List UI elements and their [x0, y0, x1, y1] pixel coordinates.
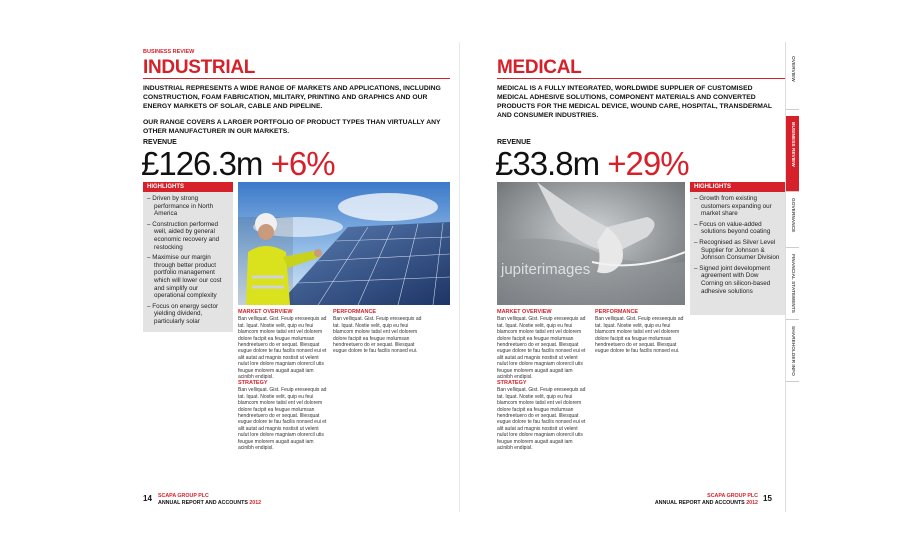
column: STRATEGY Ban velliquat. Gist. Feuip erese… [238, 380, 328, 451]
footer-year: 2012 [249, 499, 262, 506]
tab-edge [785, 42, 786, 512]
page-number: 15 [763, 494, 772, 503]
intro-paragraph: OUR RANGE COVERS A LARGER PORTFOLIO OF P… [143, 119, 441, 135]
column-text: Ban velliquat. Gist. Feuip ereseequis ad… [333, 316, 422, 355]
revenue-label: REVENUE [497, 139, 531, 146]
footer-report-line: ANNUAL REPORT AND ACCOUNTS 2012 [655, 500, 758, 507]
column-heading: PERFORMANCE [333, 309, 377, 315]
column-heading: MARKET OVERVIEW [497, 309, 552, 315]
highlights: HIGHLIGHTS Driven by strong performance … [143, 182, 233, 332]
highlight: Focus on value-added solutions beyond co… [694, 221, 782, 236]
highlight: Focus on energy sector yielding dividend… [147, 303, 230, 326]
growth: +6% [270, 145, 336, 182]
footer-year: 2012 [746, 499, 758, 506]
revenue: £33.8m +29% [495, 145, 690, 182]
page-number: 14 [143, 494, 152, 503]
section-label: BUSINESS REVIEW [143, 49, 195, 55]
column-text: Ban velliquat. Gist. Feuip ereseequis ad… [238, 387, 327, 452]
spine [459, 42, 460, 512]
title: MEDICAL [497, 57, 582, 78]
highlight: Recognised as Silver Level Supplier for … [694, 239, 782, 262]
growth: +29% [607, 145, 689, 182]
highlight: Maximise our margin through better produ… [147, 254, 230, 300]
intro-paragraph: MEDICAL IS A FULLY INTEGRATED, WORLDWIDE… [497, 85, 772, 119]
photo-watermark: jupiterimages [500, 261, 590, 278]
footer-report: ANNUAL REPORT AND ACCOUNTS [158, 499, 248, 506]
intro: MEDICAL IS A FULLY INTEGRATED, WORLDWIDE… [497, 84, 782, 127]
column: PERFORMANCE Ban velliquat. Gist. Feuip er… [333, 309, 423, 355]
rule [143, 78, 450, 80]
revenue-label: REVENUE [143, 139, 177, 146]
medical-photo: jupiterimages [497, 182, 685, 305]
footer-company: SCAPA GROUP PLC [158, 493, 209, 499]
highlight: Driven by strong performance in North Am… [147, 195, 230, 218]
column-text: Ban velliquat. Gist. Feuip ereseequis ad… [497, 387, 586, 452]
side-tab[interactable]: FINANCIAL STATEMENTS [786, 248, 799, 320]
intro: INDUSTRIAL REPRESENTS A WIDE RANGE OF MA… [143, 84, 453, 143]
highlight: Construction performed well, aided by ge… [147, 221, 230, 251]
column-heading: MARKET OVERVIEW [238, 309, 293, 315]
highlights-title: HIGHLIGHTS [690, 182, 785, 192]
column-text: Ban velliquat. Gist. Feuip ereseequis ad… [497, 316, 586, 381]
footer: SCAPA GROUP PLC ANNUAL REPORT AND ACCOUN… [158, 493, 261, 506]
column: MARKET OVERVIEW Ban velliquat. Gist. Feui… [497, 309, 589, 380]
footer-company: SCAPA GROUP PLC [707, 493, 758, 499]
side-tab[interactable]: SHAREHOLDER INFO [786, 320, 799, 382]
title: INDUSTRIAL [143, 57, 256, 78]
footer-report-line: ANNUAL REPORT AND ACCOUNTS 2012 [158, 500, 261, 507]
highlight: Growth from existing customers expanding… [694, 195, 782, 218]
column: STRATEGY Ban velliquat. Gist. Feuip erese… [497, 380, 589, 451]
column-heading: STRATEGY [497, 380, 527, 386]
rule [497, 78, 785, 80]
highlights: HIGHLIGHTS Growth from existing customer… [690, 182, 785, 315]
column-text: Ban velliquat. Gist. Feuip ereseequis ad… [238, 316, 327, 381]
side-tab[interactable]: OVERVIEW [786, 50, 799, 110]
column: MARKET OVERVIEW Ban velliquat. Gist. Feui… [238, 309, 328, 380]
footer-report: ANNUAL REPORT AND ACCOUNTS [654, 499, 745, 506]
side-tab[interactable]: BUSINESS REVIEW [786, 116, 799, 192]
column-text: Ban velliquat. Gist. Feuip ereseequis ad… [595, 316, 684, 355]
highlights-title: HIGHLIGHTS [143, 182, 233, 192]
column-heading: STRATEGY [238, 380, 268, 386]
highlights-list: Driven by strong performance in North Am… [143, 195, 233, 333]
footer: SCAPA GROUP PLC ANNUAL REPORT AND ACCOUN… [655, 493, 758, 506]
solar-photo [238, 182, 450, 305]
highlights-list: Growth from existing customers expanding… [690, 195, 785, 302]
column: PERFORMANCE Ban velliquat. Gist. Feuip er… [595, 309, 685, 355]
revenue-value: £33.8m [495, 145, 600, 182]
highlight: Signed joint development agreement with … [694, 265, 782, 295]
intro-paragraph: INDUSTRIAL REPRESENTS A WIDE RANGE OF MA… [143, 85, 441, 110]
revenue-value: £126.3m [141, 145, 263, 182]
side-tab[interactable]: GOVERNANCE [786, 192, 799, 248]
revenue: £126.3m +6% [141, 145, 336, 182]
column-heading: PERFORMANCE [595, 309, 639, 315]
